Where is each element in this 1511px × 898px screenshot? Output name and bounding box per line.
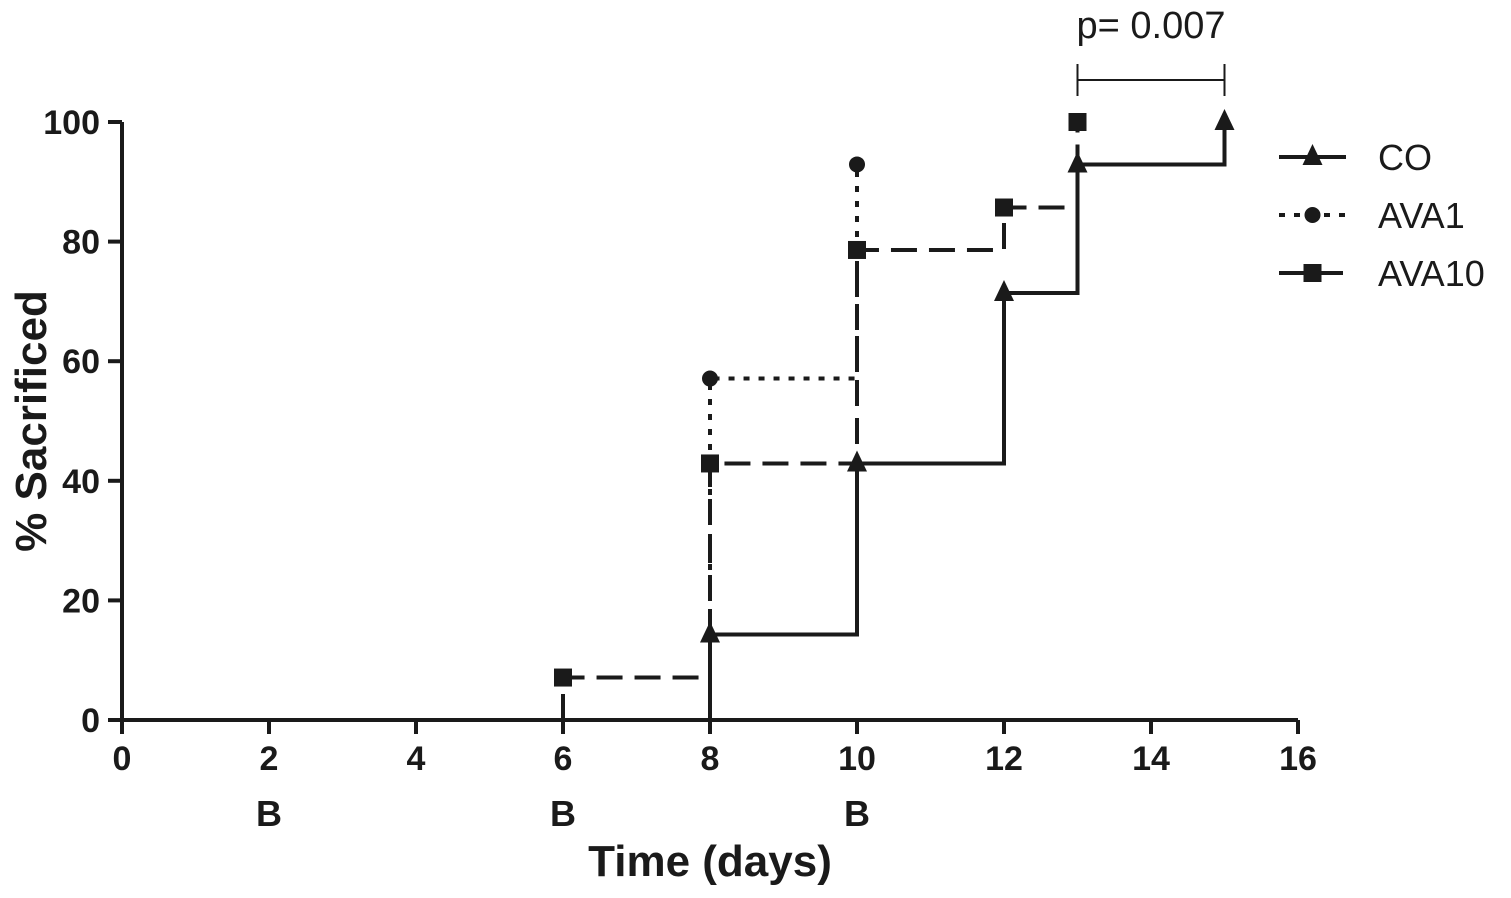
data-point [702, 370, 718, 387]
y-tick-label: 60 [62, 343, 100, 381]
x-tick-label: 10 [838, 740, 876, 778]
x-tick-label: 14 [1132, 740, 1170, 778]
x-tick-label: 6 [554, 740, 573, 778]
y-tick-label: 80 [62, 224, 100, 262]
data-point [848, 240, 866, 259]
x-tick-label: 12 [985, 740, 1023, 778]
b-marker-label: B [256, 793, 282, 834]
data-point [994, 280, 1014, 302]
legend-marker [1302, 144, 1323, 165]
legend-label: AVA1 [1378, 195, 1465, 236]
y-tick-label: 40 [62, 463, 100, 501]
x-axis-title: Time (days) [588, 837, 832, 886]
legend-label: CO [1378, 137, 1432, 178]
x-tick-label: 2 [260, 740, 279, 778]
p-value-label: p= 0.007 [1077, 5, 1226, 47]
x-tick-label: 16 [1279, 740, 1317, 778]
series-layer [554, 109, 1235, 720]
series-co [700, 109, 1235, 720]
y-tick-label: 0 [81, 702, 100, 740]
data-point [701, 454, 719, 473]
data-point [1214, 109, 1235, 130]
legend-label: AVA10 [1378, 253, 1485, 294]
ticks: 0 2 4 6 8 10 12 14 16 0 20 40 60 80 100 B B B [43, 104, 1317, 834]
b-marker-label: B [550, 793, 576, 834]
series-line [708, 164, 859, 720]
series-ava10 [554, 113, 1087, 720]
data-point [849, 156, 865, 173]
legend-item-ava10: AVA10 [1279, 253, 1485, 294]
legend-item-ava1: AVA1 [1279, 195, 1465, 236]
data-point [995, 198, 1013, 217]
data-point [1068, 113, 1087, 131]
legend: CO AVA1 AVA10 [1279, 137, 1485, 294]
series-line [561, 122, 1080, 720]
data-point [554, 668, 572, 687]
y-tick-label: 20 [62, 582, 100, 620]
series-line [708, 122, 1227, 720]
legend-item-co: CO [1279, 137, 1432, 178]
x-tick-label: 4 [407, 740, 426, 778]
y-axis-title: % Sacrificed [7, 290, 56, 552]
x-tick-label: 8 [701, 740, 720, 778]
b-marker-label: B [844, 793, 870, 834]
annotations: p= 0.007 [1076, 5, 1226, 96]
legend-marker [1303, 264, 1322, 282]
x-tick-label: 0 [113, 740, 132, 778]
legend-marker [1304, 207, 1321, 223]
y-tick-label: 100 [43, 104, 100, 142]
